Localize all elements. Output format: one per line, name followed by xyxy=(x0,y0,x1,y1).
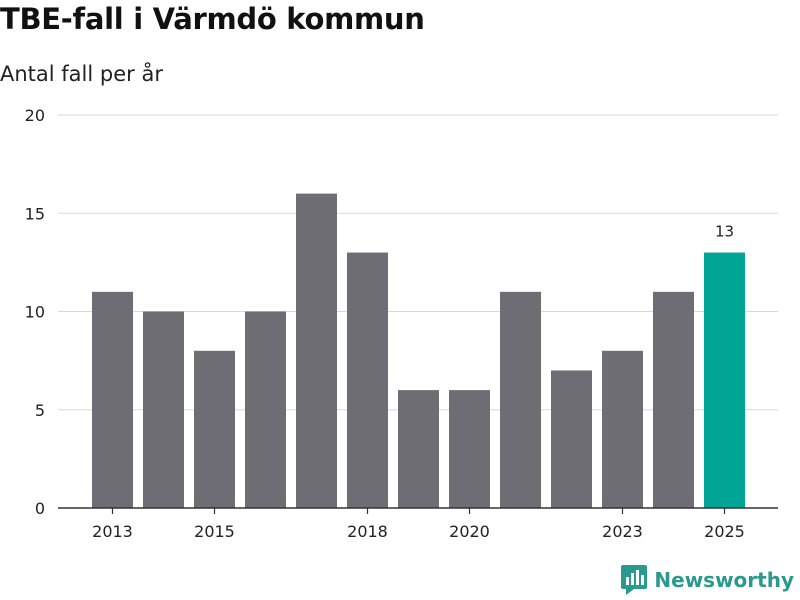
bar-2020 xyxy=(449,390,490,508)
bar-2024 xyxy=(653,291,694,508)
bar-2013 xyxy=(92,291,133,508)
bar-2023 xyxy=(602,350,643,508)
data-label-2025: 13 xyxy=(715,223,734,241)
y-tick-label: 5 xyxy=(35,401,45,420)
bar-2022 xyxy=(551,370,592,508)
newsworthy-logo-icon xyxy=(621,565,648,595)
x-tick-label: 2020 xyxy=(449,522,490,541)
bar-2016 xyxy=(245,311,286,508)
chart-title: TBE-fall i Värmdö kommun xyxy=(0,2,425,36)
x-tick-label: 2025 xyxy=(704,522,745,541)
bar-2025 xyxy=(704,252,745,508)
x-tick-label: 2015 xyxy=(194,522,235,541)
y-tick-label: 10 xyxy=(25,303,45,322)
bar-2021 xyxy=(500,291,541,508)
y-tick-label: 20 xyxy=(25,106,45,125)
bar-2017 xyxy=(296,193,337,508)
brand: Newsworthy xyxy=(621,562,794,598)
chart-subtitle: Antal fall per år xyxy=(0,62,163,86)
bar-2019 xyxy=(398,390,439,508)
x-tick-label: 2013 xyxy=(92,522,133,541)
bar-2014 xyxy=(143,311,184,508)
bar-2015 xyxy=(194,350,235,508)
x-tick-label: 2018 xyxy=(347,522,388,541)
brand-name: Newsworthy xyxy=(654,568,794,592)
y-tick-label: 15 xyxy=(25,204,45,223)
x-tick-label: 2023 xyxy=(602,522,643,541)
y-tick-label: 0 xyxy=(35,499,45,518)
bar-2018 xyxy=(347,252,388,508)
